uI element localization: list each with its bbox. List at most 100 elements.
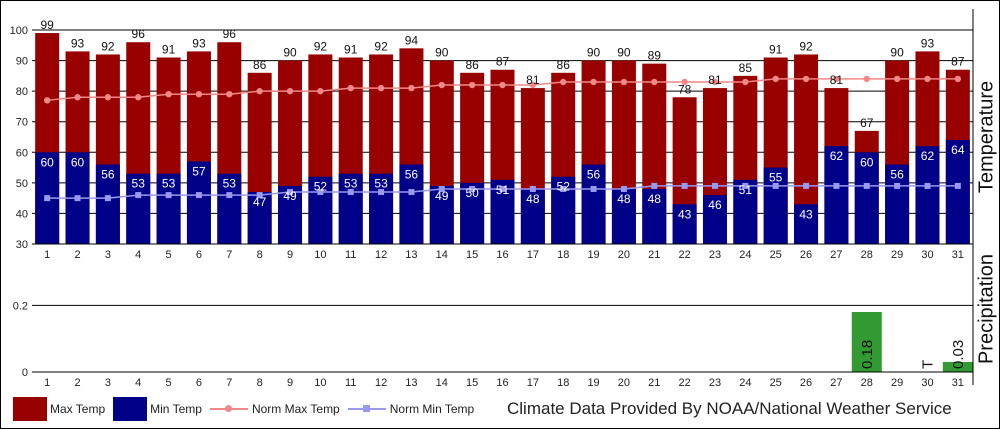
max-temp-label: 87 bbox=[496, 55, 510, 69]
min-temp-label: 53 bbox=[223, 177, 237, 191]
norm-max-temp-point bbox=[104, 94, 112, 101]
norm-min-temp-point bbox=[529, 185, 536, 192]
min-temp-label: 51 bbox=[496, 183, 510, 197]
temp-x-tick-label: 31 bbox=[952, 249, 964, 261]
max-temp-label: 96 bbox=[223, 27, 237, 41]
temp-y-tick-label: 50 bbox=[16, 178, 28, 190]
max-temp-label: 90 bbox=[283, 46, 297, 60]
norm-max-temp-point bbox=[742, 78, 749, 86]
norm-max-temp-point bbox=[863, 75, 870, 83]
max-temp-label: 92 bbox=[314, 39, 328, 53]
norm-max-temp-point bbox=[347, 84, 354, 92]
norm-max-temp-point bbox=[74, 94, 81, 101]
norm-max-temp-point bbox=[195, 91, 203, 98]
precip-x-tick-label: 12 bbox=[375, 377, 387, 389]
max-temp-label: 90 bbox=[435, 46, 449, 60]
temp-x-tick-label: 30 bbox=[921, 249, 933, 261]
precip-x-tick-label: 3 bbox=[105, 377, 111, 389]
min-temp-label: 60 bbox=[71, 155, 85, 169]
min-temp-bar bbox=[581, 164, 606, 244]
max-temp-label: 93 bbox=[192, 36, 206, 50]
min-temp-label: 62 bbox=[830, 149, 844, 163]
max-temp-label: 81 bbox=[708, 73, 722, 87]
norm-max-temp-point bbox=[135, 94, 142, 101]
legend-item-max-temp: Max Temp bbox=[13, 397, 105, 421]
temp-x-tick-label: 10 bbox=[314, 249, 326, 261]
precip-x-tick-label: 22 bbox=[679, 377, 691, 389]
min-temp-label: 43 bbox=[678, 207, 692, 221]
temp-y-tick-label: 60 bbox=[16, 147, 28, 159]
norm-min-temp-point bbox=[438, 185, 445, 192]
temp-x-tick-label: 7 bbox=[226, 249, 232, 261]
legend-swatch-min-temp bbox=[113, 397, 148, 421]
min-temp-bar bbox=[885, 164, 910, 244]
max-temp-label: 87 bbox=[951, 55, 965, 69]
precip-x-tick-label: 5 bbox=[166, 377, 172, 389]
temp-x-tick-label: 17 bbox=[527, 249, 539, 261]
temp-x-tick-label: 4 bbox=[135, 249, 141, 261]
precip-annotation: T bbox=[919, 360, 936, 369]
precip-x-tick-label: 13 bbox=[405, 377, 417, 389]
max-temp-label: 94 bbox=[405, 33, 419, 47]
norm-min-temp-point bbox=[317, 189, 324, 196]
min-temp-bar bbox=[460, 182, 485, 244]
min-temp-label: 55 bbox=[769, 171, 783, 185]
min-temp-label: 49 bbox=[283, 189, 297, 203]
temp-x-tick-label: 27 bbox=[830, 249, 842, 261]
temp-x-tick-label: 2 bbox=[74, 249, 80, 261]
legend-label-norm-min-temp: Norm Min Temp bbox=[389, 402, 475, 416]
min-temp-bar bbox=[429, 185, 454, 244]
norm-max-temp-point bbox=[772, 75, 779, 83]
norm-min-temp-point bbox=[894, 182, 901, 189]
min-temp-bar bbox=[642, 188, 667, 244]
max-temp-label: 93 bbox=[921, 36, 935, 50]
min-temp-bar bbox=[217, 173, 242, 244]
min-temp-label: 56 bbox=[890, 168, 904, 182]
min-temp-label: 62 bbox=[921, 149, 935, 163]
precip-x-tick-label: 1 bbox=[44, 377, 50, 389]
temp-y-tick-label: 30 bbox=[16, 239, 28, 251]
norm-max-temp-point bbox=[529, 81, 537, 89]
norm-max-temp-point bbox=[651, 78, 658, 86]
min-temp-label: 60 bbox=[860, 155, 874, 169]
min-temp-label: 49 bbox=[435, 189, 449, 203]
precip-x-tick-label: 15 bbox=[466, 377, 478, 389]
max-temp-label: 86 bbox=[465, 58, 479, 72]
min-temp-bar bbox=[520, 188, 545, 244]
min-temp-bar bbox=[126, 173, 151, 244]
norm-min-temp-point bbox=[104, 195, 111, 202]
min-temp-bar bbox=[763, 167, 788, 244]
temp-x-tick-label: 8 bbox=[257, 249, 263, 261]
legend-label-max-temp: Max Temp bbox=[50, 402, 106, 416]
min-temp-label: 56 bbox=[405, 168, 419, 182]
temp-x-tick-label: 29 bbox=[891, 249, 903, 261]
temp-x-tick-label: 11 bbox=[345, 249, 356, 261]
temp-x-tick-label: 20 bbox=[618, 249, 630, 261]
precip-x-tick-label: 16 bbox=[496, 377, 508, 389]
min-temp-label: 51 bbox=[739, 183, 753, 197]
min-temp-label: 48 bbox=[617, 192, 631, 206]
data-credit: Climate Data Provided By NOAA/National W… bbox=[507, 399, 952, 418]
legend-label-min-temp: Min Temp bbox=[150, 402, 202, 416]
max-temp-label: 91 bbox=[769, 43, 783, 57]
norm-min-temp-point bbox=[378, 189, 385, 196]
temp-x-tick-label: 19 bbox=[587, 249, 599, 261]
legend-label-norm-max-temp: Norm Max Temp bbox=[251, 402, 340, 416]
precip-x-tick-label: 11 bbox=[345, 377, 356, 389]
precipitation-axis-title: Precipitation bbox=[975, 254, 997, 364]
min-temp-label: 47 bbox=[253, 195, 267, 209]
precip-y-tick-label: 0 bbox=[22, 367, 28, 379]
norm-max-temp-point bbox=[620, 78, 628, 86]
norm-min-temp-point bbox=[742, 182, 749, 189]
min-temp-label: 53 bbox=[374, 177, 388, 191]
max-temp-label: 90 bbox=[617, 46, 631, 60]
norm-max-temp-point bbox=[377, 84, 385, 92]
norm-min-temp-point bbox=[44, 195, 51, 202]
min-temp-bar bbox=[611, 188, 636, 244]
norm-min-temp-point bbox=[499, 185, 506, 192]
precip-x-tick-label: 7 bbox=[226, 377, 232, 389]
min-temp-bar bbox=[247, 192, 272, 244]
norm-max-temp-point bbox=[681, 78, 688, 86]
